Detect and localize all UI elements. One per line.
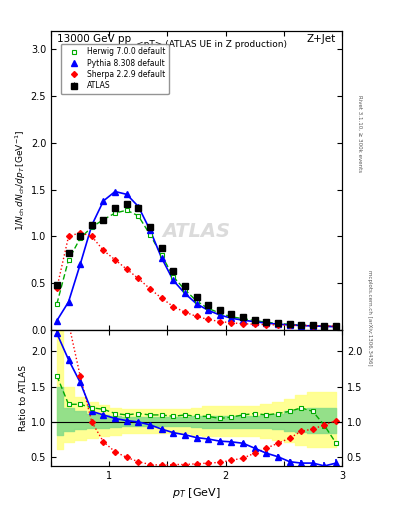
- Pythia 8.308 default: [124, 191, 129, 198]
- Pythia 8.308 default: [171, 278, 176, 284]
- Pythia 8.308 default: [78, 262, 83, 268]
- Pythia 8.308 default: [101, 198, 106, 204]
- Line: Sherpa 2.2.9 default: Sherpa 2.2.9 default: [55, 230, 338, 328]
- Pythia 8.308 default: [66, 299, 71, 305]
- Herwig 7.0.0 default: [206, 305, 211, 311]
- Sherpa 2.2.9 default: [206, 316, 211, 323]
- Line: Pythia 8.308 default: Pythia 8.308 default: [54, 189, 339, 330]
- X-axis label: $p_T$ [GeV]: $p_T$ [GeV]: [172, 486, 221, 500]
- Herwig 7.0.0 default: [78, 235, 83, 241]
- Pythia 8.308 default: [148, 227, 152, 233]
- Sherpa 2.2.9 default: [194, 313, 199, 319]
- Herwig 7.0.0 default: [55, 301, 59, 307]
- Line: Herwig 7.0.0 default: Herwig 7.0.0 default: [55, 208, 338, 329]
- Pythia 8.308 default: [136, 203, 141, 209]
- Herwig 7.0.0 default: [252, 317, 257, 324]
- Sherpa 2.2.9 default: [90, 233, 94, 240]
- Pythia 8.308 default: [113, 188, 118, 195]
- Pythia 8.308 default: [55, 317, 59, 324]
- Herwig 7.0.0 default: [287, 321, 292, 327]
- Sherpa 2.2.9 default: [136, 275, 141, 282]
- Pythia 8.308 default: [252, 318, 257, 325]
- Pythia 8.308 default: [90, 222, 94, 228]
- Text: Z+Jet: Z+Jet: [307, 34, 336, 44]
- Herwig 7.0.0 default: [241, 315, 245, 322]
- Pythia 8.308 default: [241, 317, 245, 323]
- Sherpa 2.2.9 default: [322, 323, 327, 329]
- Herwig 7.0.0 default: [322, 323, 327, 329]
- Herwig 7.0.0 default: [171, 273, 176, 280]
- Herwig 7.0.0 default: [310, 323, 315, 329]
- Herwig 7.0.0 default: [229, 314, 234, 320]
- Sherpa 2.2.9 default: [113, 257, 118, 263]
- Pythia 8.308 default: [299, 323, 303, 329]
- Text: <pT> (ATLAS UE in Z production): <pT> (ATLAS UE in Z production): [136, 40, 286, 49]
- Herwig 7.0.0 default: [159, 252, 164, 258]
- Herwig 7.0.0 default: [90, 224, 94, 230]
- Sherpa 2.2.9 default: [217, 318, 222, 325]
- Pythia 8.308 default: [194, 301, 199, 307]
- Sherpa 2.2.9 default: [275, 322, 280, 328]
- Herwig 7.0.0 default: [182, 287, 187, 293]
- Sherpa 2.2.9 default: [287, 322, 292, 328]
- Pythia 8.308 default: [217, 312, 222, 318]
- Sherpa 2.2.9 default: [241, 321, 245, 327]
- Herwig 7.0.0 default: [66, 257, 71, 263]
- Pythia 8.308 default: [182, 290, 187, 296]
- Herwig 7.0.0 default: [101, 217, 106, 223]
- Sherpa 2.2.9 default: [78, 229, 83, 236]
- Text: mcplots.cern.ch [arXiv:1306.3436]: mcplots.cern.ch [arXiv:1306.3436]: [367, 270, 372, 365]
- Herwig 7.0.0 default: [299, 322, 303, 328]
- Pythia 8.308 default: [334, 324, 338, 330]
- Herwig 7.0.0 default: [148, 231, 152, 238]
- Y-axis label: $1/N_\mathsf{ch}\,dN_\mathsf{ch}/dp_T\,[\mathsf{GeV}^{-1}]$: $1/N_\mathsf{ch}\,dN_\mathsf{ch}/dp_T\,[…: [13, 130, 28, 231]
- Herwig 7.0.0 default: [136, 213, 141, 219]
- Pythia 8.308 default: [310, 323, 315, 329]
- Sherpa 2.2.9 default: [148, 286, 152, 292]
- Sherpa 2.2.9 default: [299, 323, 303, 329]
- Sherpa 2.2.9 default: [124, 266, 129, 272]
- Sherpa 2.2.9 default: [264, 322, 269, 328]
- Text: Rivet 3.1.10, ≥ 300k events: Rivet 3.1.10, ≥ 300k events: [357, 95, 362, 172]
- Sherpa 2.2.9 default: [310, 323, 315, 329]
- Sherpa 2.2.9 default: [229, 319, 234, 326]
- Herwig 7.0.0 default: [124, 207, 129, 214]
- Sherpa 2.2.9 default: [182, 309, 187, 315]
- Y-axis label: Ratio to ATLAS: Ratio to ATLAS: [19, 365, 28, 431]
- Text: 13000 GeV pp: 13000 GeV pp: [57, 34, 131, 44]
- Sherpa 2.2.9 default: [334, 323, 338, 329]
- Herwig 7.0.0 default: [334, 323, 338, 329]
- Pythia 8.308 default: [229, 315, 234, 322]
- Sherpa 2.2.9 default: [252, 321, 257, 327]
- Herwig 7.0.0 default: [113, 210, 118, 216]
- Sherpa 2.2.9 default: [171, 304, 176, 310]
- Pythia 8.308 default: [206, 307, 211, 313]
- Pythia 8.308 default: [275, 321, 280, 327]
- Herwig 7.0.0 default: [194, 298, 199, 304]
- Herwig 7.0.0 default: [275, 321, 280, 327]
- Pythia 8.308 default: [159, 255, 164, 261]
- Pythia 8.308 default: [287, 322, 292, 328]
- Sherpa 2.2.9 default: [159, 295, 164, 301]
- Text: ATLAS: ATLAS: [162, 222, 231, 241]
- Pythia 8.308 default: [264, 320, 269, 326]
- Sherpa 2.2.9 default: [55, 285, 59, 291]
- Herwig 7.0.0 default: [217, 310, 222, 316]
- Sherpa 2.2.9 default: [66, 233, 71, 240]
- Sherpa 2.2.9 default: [101, 247, 106, 253]
- Legend: Herwig 7.0.0 default, Pythia 8.308 default, Sherpa 2.2.9 default, ATLAS: Herwig 7.0.0 default, Pythia 8.308 defau…: [61, 44, 169, 94]
- Herwig 7.0.0 default: [264, 319, 269, 325]
- Pythia 8.308 default: [322, 323, 327, 329]
